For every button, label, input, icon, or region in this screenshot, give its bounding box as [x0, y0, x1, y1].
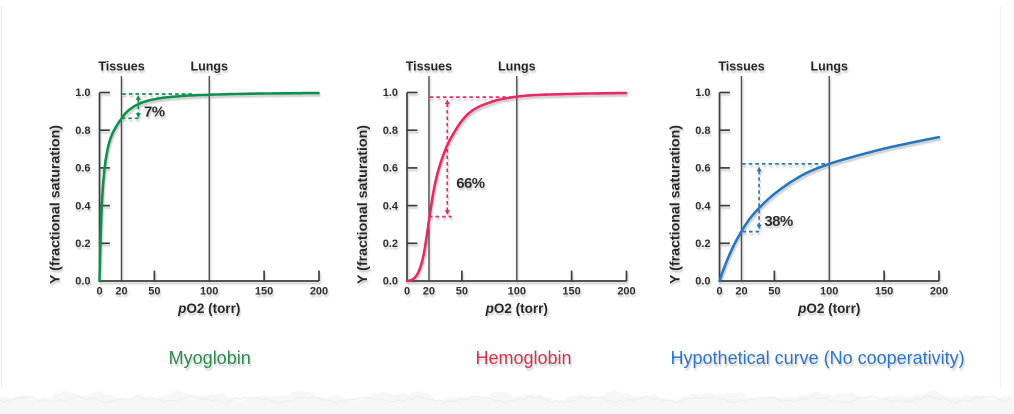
svg-text:Lungs: Lungs [810, 60, 848, 74]
svg-text:Tissues: Tissues [406, 60, 452, 74]
svg-text:50: 50 [768, 286, 780, 298]
svg-text:20: 20 [423, 286, 435, 298]
svg-text:1.0: 1.0 [695, 87, 710, 99]
svg-text:50: 50 [456, 286, 468, 298]
svg-text:Hypothetical curve (No coopera: Hypothetical curve (No cooperativity) [671, 348, 965, 368]
svg-text:0.4: 0.4 [383, 200, 399, 212]
svg-text:100: 100 [508, 286, 526, 298]
svg-text:1.0: 1.0 [383, 87, 398, 99]
svg-text:Hemoglobin: Hemoglobin [475, 348, 571, 368]
svg-text:0.0: 0.0 [75, 276, 90, 288]
svg-text:pO2 (torr): pO2 (torr) [177, 301, 240, 316]
svg-text:pO2 (torr): pO2 (torr) [485, 301, 548, 316]
svg-text:38%: 38% [764, 213, 792, 230]
svg-text:0.0: 0.0 [695, 276, 710, 288]
svg-text:200: 200 [930, 286, 948, 298]
svg-text:0.2: 0.2 [695, 238, 710, 250]
svg-text:0.2: 0.2 [75, 238, 90, 250]
svg-text:Lungs: Lungs [498, 60, 536, 74]
svg-text:0.8: 0.8 [75, 125, 90, 137]
svg-text:150: 150 [255, 286, 273, 298]
svg-text:0.6: 0.6 [75, 163, 90, 175]
svg-text:pO2 (torr): pO2 (torr) [797, 301, 860, 316]
svg-text:0: 0 [404, 286, 410, 298]
svg-text:Tissues: Tissues [98, 60, 144, 74]
svg-text:0.0: 0.0 [383, 276, 398, 288]
svg-text:0.8: 0.8 [695, 125, 710, 137]
svg-text:0.4: 0.4 [75, 200, 91, 212]
svg-text:Lungs: Lungs [190, 60, 228, 74]
svg-text:0: 0 [96, 286, 102, 298]
svg-text:0.6: 0.6 [383, 163, 398, 175]
svg-text:150: 150 [562, 286, 580, 298]
svg-text:100: 100 [200, 286, 218, 298]
svg-text:50: 50 [148, 286, 160, 298]
svg-text:20: 20 [735, 286, 747, 298]
svg-text:Y (fractional saturation): Y (fractional saturation) [355, 125, 371, 284]
svg-text:Myoglobin: Myoglobin [169, 348, 251, 368]
svg-text:7%: 7% [144, 103, 165, 120]
svg-text:0.6: 0.6 [695, 163, 710, 175]
svg-text:0: 0 [716, 286, 722, 298]
svg-text:100: 100 [820, 286, 838, 298]
svg-text:20: 20 [115, 286, 127, 298]
svg-text:66%: 66% [456, 175, 484, 192]
svg-text:0.2: 0.2 [383, 238, 398, 250]
svg-text:Tissues: Tissues [718, 60, 764, 74]
svg-text:0.4: 0.4 [695, 200, 711, 212]
svg-text:200: 200 [617, 286, 635, 298]
svg-text:200: 200 [310, 286, 328, 298]
svg-text:Y (fractional saturation): Y (fractional saturation) [668, 125, 684, 284]
svg-text:0.8: 0.8 [383, 125, 398, 137]
svg-text:1.0: 1.0 [75, 87, 90, 99]
svg-text:Y (fractional saturation): Y (fractional saturation) [48, 125, 64, 284]
svg-text:150: 150 [875, 286, 893, 298]
